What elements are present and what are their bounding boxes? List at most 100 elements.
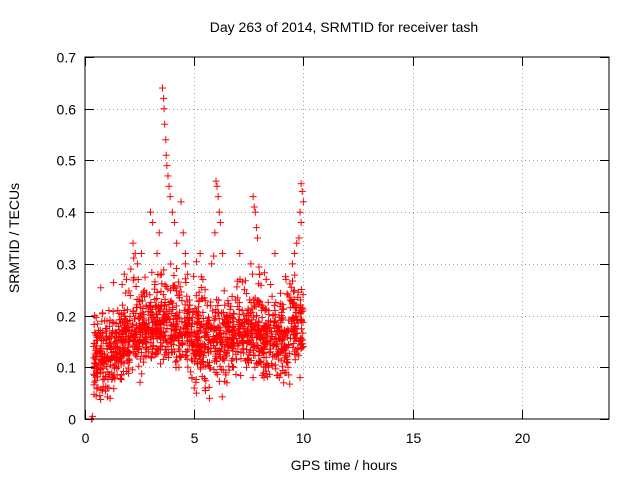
data-point — [129, 239, 137, 247]
data-point — [105, 307, 113, 315]
data-point — [211, 229, 219, 237]
data-point — [297, 317, 305, 325]
y-tick-label: 0.3 — [57, 257, 77, 273]
data-point — [168, 299, 176, 307]
data-point — [182, 279, 190, 287]
x-tick-label: 20 — [515, 430, 531, 446]
data-point — [249, 374, 257, 382]
data-point — [157, 334, 165, 342]
data-point — [179, 229, 187, 237]
data-point — [285, 371, 293, 379]
data-point — [239, 338, 247, 346]
y-tick-label: 0.2 — [57, 309, 77, 325]
data-point — [275, 322, 283, 330]
data-point — [207, 298, 215, 306]
data-point — [96, 330, 104, 338]
data-point — [204, 362, 212, 370]
data-point — [233, 356, 241, 364]
data-point — [99, 383, 107, 391]
data-point — [90, 381, 98, 389]
data-point — [268, 360, 276, 368]
data-point — [247, 260, 255, 268]
data-point — [284, 325, 292, 333]
data-point — [266, 345, 274, 353]
data-point — [291, 250, 299, 258]
data-point — [107, 361, 115, 369]
data-point — [114, 306, 122, 314]
data-point — [229, 363, 237, 371]
data-point — [273, 340, 281, 348]
data-point — [104, 393, 112, 401]
data-point — [295, 352, 303, 360]
data-point — [245, 359, 253, 367]
y-tick-label: 0.5 — [57, 153, 77, 169]
data-point — [257, 306, 265, 314]
data-point — [288, 327, 296, 335]
data-point — [121, 321, 129, 329]
data-point — [108, 318, 116, 326]
data-point — [120, 318, 128, 326]
data-point — [186, 308, 194, 316]
data-point — [293, 329, 301, 337]
data-point — [205, 337, 213, 345]
data-point — [192, 389, 200, 397]
data-point — [140, 358, 148, 366]
data-point — [153, 321, 161, 329]
data-point — [197, 283, 205, 291]
data-point — [178, 297, 186, 305]
y-tick-labels: 0 0.1 0.2 0.3 0.4 0.5 0.6 0.7 — [57, 50, 77, 428]
data-point — [218, 355, 226, 363]
data-point — [292, 312, 300, 320]
data-point — [121, 324, 129, 332]
data-point — [283, 355, 291, 363]
data-point — [90, 320, 98, 328]
data-point — [194, 303, 202, 311]
data-point — [246, 320, 254, 328]
chart-title: Day 263 of 2014, SRMTID for receiver tas… — [210, 19, 478, 35]
data-point — [222, 371, 230, 379]
data-point — [113, 371, 121, 379]
data-point — [255, 280, 263, 288]
data-point — [177, 288, 185, 296]
data-point — [171, 326, 179, 334]
data-point — [120, 347, 128, 355]
data-point — [249, 313, 257, 321]
data-point — [299, 291, 307, 299]
data-point — [210, 366, 218, 374]
data-point — [275, 313, 283, 321]
data-point — [196, 348, 204, 356]
data-point — [286, 380, 294, 388]
data-point — [243, 363, 251, 371]
data-point — [184, 314, 192, 322]
data-point — [97, 349, 105, 357]
data-point — [184, 346, 192, 354]
data-point — [271, 317, 279, 325]
data-point — [122, 275, 130, 283]
data-point — [261, 342, 269, 350]
data-point — [92, 377, 100, 385]
data-point — [112, 338, 120, 346]
data-point — [215, 324, 223, 332]
data-point — [188, 357, 196, 365]
data-point — [159, 291, 167, 299]
data-point — [103, 317, 111, 325]
data-point — [131, 250, 139, 258]
data-point — [195, 288, 203, 296]
data-point — [277, 348, 285, 356]
data-point — [240, 339, 248, 347]
data-point — [184, 270, 192, 278]
data-point — [227, 313, 235, 321]
data-point — [142, 345, 150, 353]
data-point — [181, 275, 189, 283]
data-point — [214, 193, 222, 201]
data-point — [139, 331, 147, 339]
data-point — [110, 352, 118, 360]
data-point — [201, 363, 209, 371]
data-point — [162, 283, 170, 291]
data-point — [188, 338, 196, 346]
data-point — [245, 348, 253, 356]
data-point — [116, 351, 124, 359]
data-point — [283, 290, 291, 298]
data-point — [214, 347, 222, 355]
